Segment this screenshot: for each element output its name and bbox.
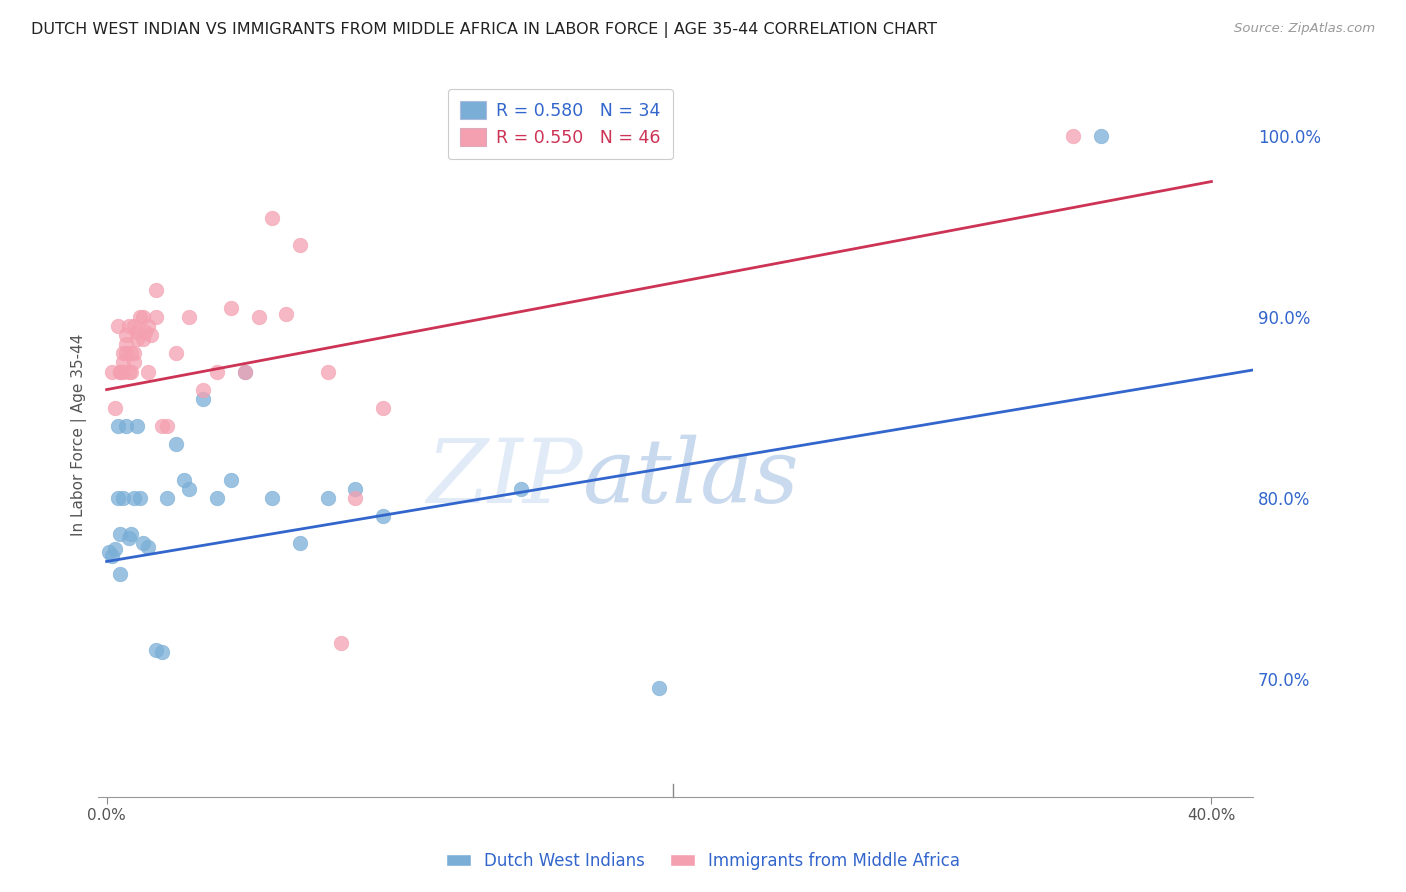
- Legend: R = 0.580   N = 34, R = 0.550   N = 46: R = 0.580 N = 34, R = 0.550 N = 46: [447, 89, 673, 160]
- Point: [134, 325, 156, 339]
- Point: [128, 310, 150, 325]
- Legend: Dutch West Indians, Immigrants from Middle Africa: Dutch West Indians, Immigrants from Midd…: [439, 846, 967, 877]
- Point: [510, 482, 533, 496]
- Point: [121, 346, 143, 360]
- Point: [316, 364, 339, 378]
- Point: [173, 473, 195, 487]
- Point: [107, 491, 129, 505]
- Point: [316, 491, 339, 505]
- Point: [122, 355, 145, 369]
- Point: [179, 482, 201, 496]
- Point: [371, 509, 394, 524]
- Point: [145, 310, 167, 325]
- Point: [179, 310, 201, 325]
- Point: [131, 332, 153, 346]
- Text: Source: ZipAtlas.com: Source: ZipAtlas.com: [1234, 22, 1375, 36]
- Point: [145, 643, 167, 657]
- Point: [131, 310, 153, 325]
- Point: [288, 238, 311, 252]
- Point: [122, 491, 145, 505]
- Point: [110, 527, 132, 541]
- Point: [128, 491, 150, 505]
- Point: [115, 328, 138, 343]
- Text: ZIP: ZIP: [426, 434, 583, 522]
- Point: [371, 401, 394, 415]
- Point: [118, 531, 141, 545]
- Text: atlas: atlas: [583, 434, 799, 522]
- Point: [205, 491, 228, 505]
- Point: [115, 337, 138, 351]
- Point: [150, 418, 173, 433]
- Point: [247, 310, 270, 325]
- Point: [121, 527, 143, 541]
- Point: [233, 364, 256, 378]
- Point: [104, 541, 127, 556]
- Point: [156, 491, 179, 505]
- Point: [112, 355, 135, 369]
- Point: [205, 364, 228, 378]
- Point: [101, 549, 124, 563]
- Point: [115, 418, 138, 433]
- Point: [219, 301, 242, 315]
- Point: [150, 645, 173, 659]
- Point: [112, 364, 135, 378]
- Point: [98, 545, 121, 559]
- Point: [219, 473, 242, 487]
- Point: [165, 437, 187, 451]
- Point: [648, 681, 671, 695]
- Point: [193, 392, 215, 406]
- Point: [112, 346, 135, 360]
- Point: [165, 346, 187, 360]
- Point: [136, 364, 159, 378]
- Point: [122, 346, 145, 360]
- Point: [156, 418, 179, 433]
- Text: DUTCH WEST INDIAN VS IMMIGRANTS FROM MIDDLE AFRICA IN LABOR FORCE | AGE 35-44 CO: DUTCH WEST INDIAN VS IMMIGRANTS FROM MID…: [31, 22, 936, 38]
- Point: [276, 307, 298, 321]
- Point: [1062, 129, 1084, 144]
- Point: [110, 364, 132, 378]
- Point: [1090, 129, 1112, 144]
- Point: [125, 325, 148, 339]
- Point: [330, 636, 353, 650]
- Point: [125, 418, 148, 433]
- Point: [344, 482, 367, 496]
- Point: [136, 319, 159, 334]
- Point: [125, 332, 148, 346]
- Point: [110, 364, 132, 378]
- Point: [107, 319, 129, 334]
- Point: [110, 567, 132, 582]
- Point: [193, 383, 215, 397]
- Point: [118, 364, 141, 378]
- Point: [131, 536, 153, 550]
- Point: [288, 536, 311, 550]
- Point: [262, 211, 284, 225]
- Point: [145, 283, 167, 297]
- Point: [118, 319, 141, 334]
- Point: [262, 491, 284, 505]
- Point: [112, 491, 135, 505]
- Point: [233, 364, 256, 378]
- Point: [104, 401, 127, 415]
- Y-axis label: In Labor Force | Age 35-44: In Labor Force | Age 35-44: [72, 334, 87, 536]
- Point: [136, 540, 159, 554]
- Point: [121, 364, 143, 378]
- Point: [115, 346, 138, 360]
- Point: [107, 418, 129, 433]
- Point: [122, 319, 145, 334]
- Point: [101, 364, 124, 378]
- Point: [344, 491, 367, 505]
- Point: [139, 328, 162, 343]
